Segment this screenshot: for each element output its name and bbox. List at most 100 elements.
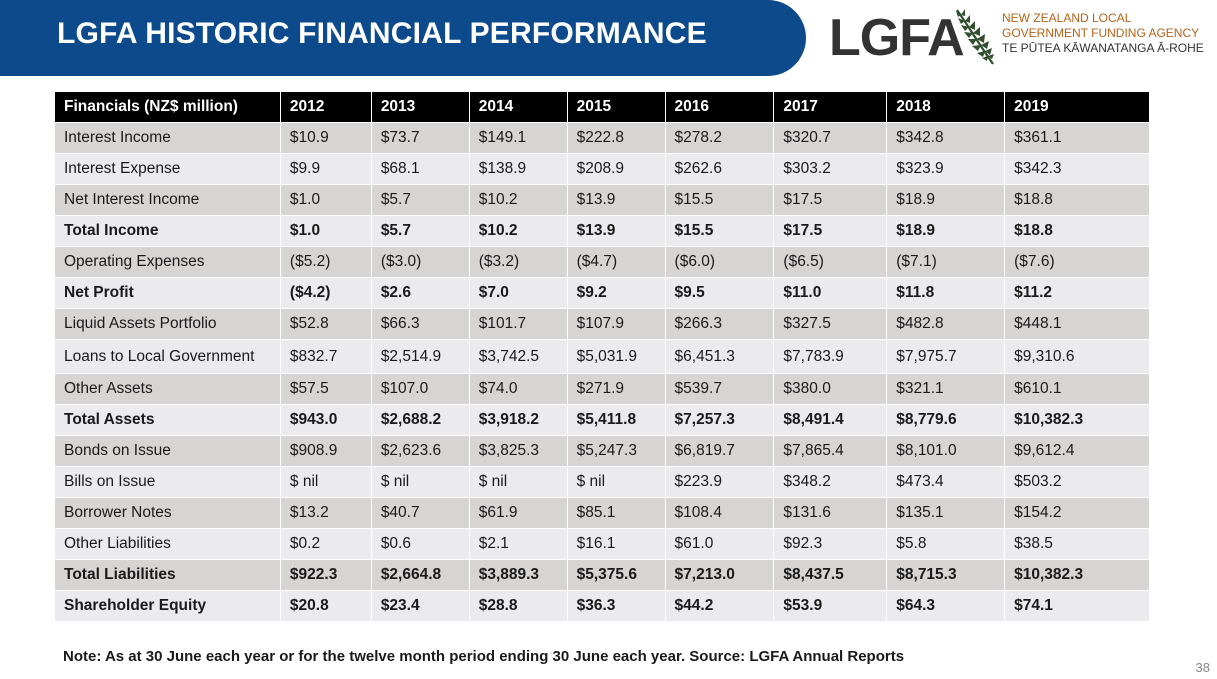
- table-cell: $266.3: [664, 308, 775, 340]
- page-number: 38: [1195, 660, 1210, 675]
- table-cell: $9.5: [664, 277, 775, 309]
- table-cell: $92.3: [773, 528, 888, 560]
- header-cell: 2016: [664, 91, 775, 123]
- table-row: Operating Expenses ($5.2) ($3.0) ($3.2) ($4.…: [54, 246, 1150, 278]
- table-cell: $832.7: [279, 339, 372, 374]
- table-cell: $7,865.4: [773, 435, 888, 467]
- table-row: Bills on Issue $ nil $ nil $ nil $ nil $223.9…: [54, 466, 1150, 498]
- table-cell: $8,779.6: [886, 404, 1006, 436]
- table-cell: $482.8: [886, 308, 1006, 340]
- row-label: Other Liabilities: [54, 528, 281, 560]
- table-cell: $3,889.3: [468, 559, 568, 591]
- table-cell: $2,514.9: [370, 339, 470, 374]
- table-cell: $107.0: [370, 373, 470, 405]
- table-cell: $271.9: [566, 373, 666, 405]
- table-cell: $3,825.3: [468, 435, 568, 467]
- table-cell: ($3.0): [370, 246, 470, 278]
- table-cell: $11.0: [773, 277, 888, 309]
- header-cell: 2014: [468, 91, 568, 123]
- table-cell: $222.8: [566, 122, 666, 154]
- table-cell: $ nil: [279, 466, 372, 498]
- logo-wordmark: LGFA: [829, 9, 965, 67]
- table-cell: $61.0: [664, 528, 775, 560]
- row-label: Operating Expenses: [54, 246, 281, 278]
- header-cell: Financials (NZ$ million): [54, 91, 281, 123]
- table-cell: $18.9: [886, 184, 1006, 216]
- table-cell: $7,783.9: [773, 339, 888, 374]
- table-cell: $5,247.3: [566, 435, 666, 467]
- header-cell: 2013: [370, 91, 470, 123]
- table-cell: $61.9: [468, 497, 568, 529]
- table-cell: $323.9: [886, 153, 1006, 185]
- table-cell: $262.6: [664, 153, 775, 185]
- table-cell: $18.8: [1004, 184, 1150, 216]
- table-cell: $8,101.0: [886, 435, 1006, 467]
- row-label: Interest Expense: [54, 153, 281, 185]
- table-cell: $2.6: [370, 277, 470, 309]
- table-cell: $13.9: [566, 215, 666, 247]
- fern-icon: [956, 9, 994, 65]
- table-cell: $73.7: [370, 122, 470, 154]
- table-cell: $57.5: [279, 373, 372, 405]
- table-cell: $3,742.5: [468, 339, 568, 374]
- row-label: Interest Income: [54, 122, 281, 154]
- table-cell: $6,451.3: [664, 339, 775, 374]
- table-cell: $74.0: [468, 373, 568, 405]
- row-label: Total Assets: [54, 404, 281, 436]
- table-cell: ($4.2): [279, 277, 372, 309]
- row-label: Total Income: [54, 215, 281, 247]
- row-label: Bills on Issue: [54, 466, 281, 498]
- row-label: Loans to Local Government: [54, 339, 281, 374]
- table-cell: $44.2: [664, 590, 775, 622]
- logo-line-2: GOVERNMENT FUNDING AGENCY: [1002, 26, 1200, 40]
- financials-table: Financials (NZ$ million) 2012 2013 2014 …: [54, 91, 1150, 622]
- table-cell: $2.1: [468, 528, 568, 560]
- table-cell: $18.9: [886, 215, 1006, 247]
- table-cell: $9.2: [566, 277, 666, 309]
- table-cell: $8,437.5: [773, 559, 888, 591]
- table-cell: ($7.6): [1004, 246, 1150, 278]
- table-cell: $16.1: [566, 528, 666, 560]
- table-cell: $11.2: [1004, 277, 1150, 309]
- table-cell: $17.5: [773, 215, 888, 247]
- table-cell: $320.7: [773, 122, 888, 154]
- table-cell: $135.1: [886, 497, 1006, 529]
- table-cell: $ nil: [370, 466, 470, 498]
- table-cell: $0.2: [279, 528, 372, 560]
- table-cell: $9.9: [279, 153, 372, 185]
- table-cell: $11.8: [886, 277, 1006, 309]
- logo-line-1: NEW ZEALAND LOCAL: [1002, 11, 1132, 25]
- table-cell: $7.0: [468, 277, 568, 309]
- table-cell: $5,031.9: [566, 339, 666, 374]
- table-row: Total Income $1.0 $5.7 $10.2 $13.9 $15.5 $17.5…: [54, 215, 1150, 247]
- table-cell: $6,819.7: [664, 435, 775, 467]
- row-label: Borrower Notes: [54, 497, 281, 529]
- table-cell: $223.9: [664, 466, 775, 498]
- table-cell: $342.3: [1004, 153, 1150, 185]
- table-cell: ($4.7): [566, 246, 666, 278]
- table-row: Net Profit ($4.2) $2.6 $7.0 $9.2 $9.5 $11.0 $11…: [54, 277, 1150, 309]
- table-cell: $1.0: [279, 215, 372, 247]
- table-cell: $40.7: [370, 497, 470, 529]
- table-cell: $36.3: [566, 590, 666, 622]
- table-cell: $5.7: [370, 184, 470, 216]
- table-cell: $7,975.7: [886, 339, 1006, 374]
- table-cell: $64.3: [886, 590, 1006, 622]
- table-cell: $ nil: [566, 466, 666, 498]
- table-cell: $2,664.8: [370, 559, 470, 591]
- slide-title: LGFA HISTORIC FINANCIAL PERFORMANCE: [57, 17, 707, 50]
- header-cell: 2017: [773, 91, 888, 123]
- table-row: Bonds on Issue $908.9 $2,623.6 $3,825.3 $5,2…: [54, 435, 1150, 467]
- table-cell: $9,310.6: [1004, 339, 1150, 374]
- table-cell: $13.9: [566, 184, 666, 216]
- table-cell: $539.7: [664, 373, 775, 405]
- table-cell: $1.0: [279, 184, 372, 216]
- table-row: Other Liabilities $0.2 $0.6 $2.1 $16.1 $61.0 $…: [54, 528, 1150, 560]
- table-cell: $448.1: [1004, 308, 1150, 340]
- table-cell: $149.1: [468, 122, 568, 154]
- footnote: Note: As at 30 June each year or for the…: [63, 648, 905, 665]
- table-cell: $3,918.2: [468, 404, 568, 436]
- table-cell: $68.1: [370, 153, 470, 185]
- table-cell: $85.1: [566, 497, 666, 529]
- row-label: Net Profit: [54, 277, 281, 309]
